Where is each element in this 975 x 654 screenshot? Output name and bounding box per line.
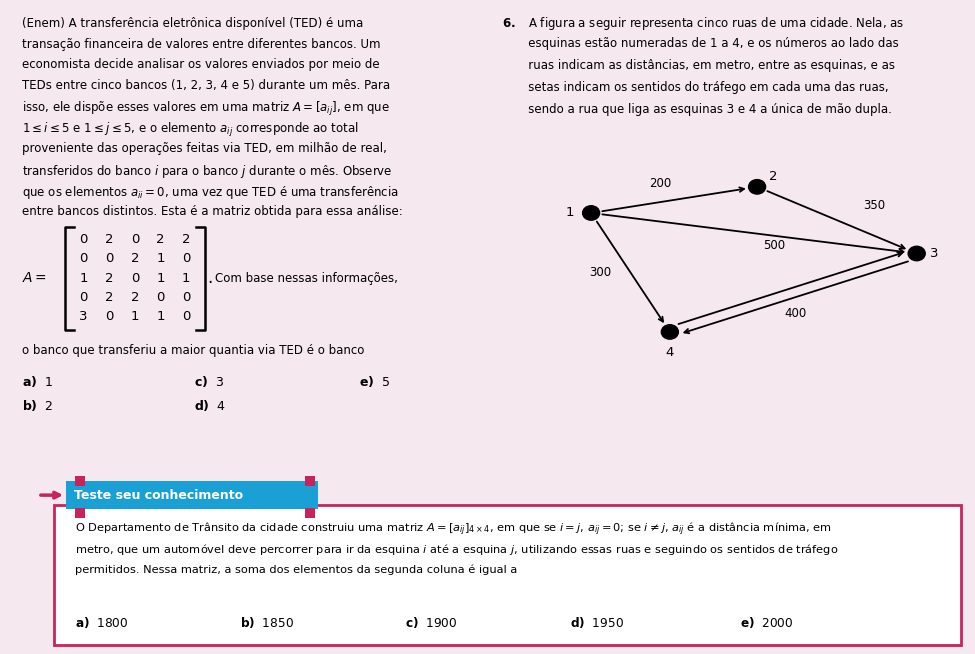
Text: 200: 200 (648, 177, 671, 190)
Text: $\mathbf{6.}$   A figura a seguir representa cinco ruas de uma cidade. Nela, as: $\mathbf{6.}$ A figura a seguir represen… (502, 14, 904, 31)
Text: 3: 3 (79, 310, 88, 323)
Text: 1: 1 (131, 310, 139, 323)
Text: 3: 3 (930, 247, 939, 260)
Text: 0: 0 (80, 291, 88, 304)
Text: .: . (208, 269, 213, 287)
Text: 0: 0 (182, 252, 190, 266)
Text: 0: 0 (105, 252, 113, 266)
Text: 350: 350 (863, 199, 885, 212)
Text: 2: 2 (769, 170, 778, 183)
Bar (75, 508, 85, 518)
Text: Teste seu conhecimento: Teste seu conhecimento (74, 489, 243, 502)
Text: 1: 1 (156, 271, 165, 284)
Text: 500: 500 (763, 239, 786, 252)
Text: 4: 4 (666, 345, 674, 358)
Text: setas indicam os sentidos do tráfego em cada uma das ruas,: setas indicam os sentidos do tráfego em … (502, 81, 888, 94)
Text: $1 \leq i \leq 5$ e $1 \leq j \leq 5$, e o elemento $a_{ij}$ corresponde ao tota: $1 \leq i \leq 5$ e $1 \leq j \leq 5$, e… (22, 121, 359, 139)
Text: (Enem) A transferência eletrônica disponível (TED) é uma: (Enem) A transferência eletrônica dispon… (22, 16, 364, 29)
Text: 0: 0 (80, 233, 88, 246)
Text: $A =$: $A =$ (22, 271, 47, 285)
Circle shape (661, 324, 679, 339)
Text: 2: 2 (131, 252, 139, 266)
Text: $\mathbf{e)}$  5: $\mathbf{e)}$ 5 (360, 373, 390, 388)
Text: 2: 2 (105, 271, 113, 284)
Text: 1: 1 (181, 271, 190, 284)
Text: entre bancos distintos. Esta é a matriz obtida para essa análise:: entre bancos distintos. Esta é a matriz … (22, 205, 403, 218)
Circle shape (583, 206, 600, 220)
Text: isso, ele dispõe esses valores em uma matriz $A = [a_{ij}]$, em que: isso, ele dispõe esses valores em uma ma… (22, 100, 390, 118)
Text: TEDs entre cinco bancos (1, 2, 3, 4 e 5) durante um mês. Para: TEDs entre cinco bancos (1, 2, 3, 4 e 5)… (22, 79, 390, 92)
Text: $\mathbf{e)}$  2000: $\mathbf{e)}$ 2000 (740, 615, 794, 630)
Text: 0: 0 (182, 291, 190, 304)
Text: 2: 2 (131, 291, 139, 304)
Text: sendo a rua que liga as esquinas 3 e 4 a única de mão dupla.: sendo a rua que liga as esquinas 3 e 4 a… (502, 103, 892, 116)
Circle shape (908, 247, 925, 261)
Text: $\mathbf{b)}$  2: $\mathbf{b)}$ 2 (22, 398, 54, 413)
Text: 2: 2 (105, 233, 113, 246)
Text: 2: 2 (156, 233, 165, 246)
Circle shape (749, 180, 765, 194)
Text: 300: 300 (589, 266, 610, 279)
Text: 0: 0 (131, 233, 139, 246)
Text: economista decide analisar os valores enviados por meio de: economista decide analisar os valores en… (22, 58, 379, 71)
Text: 1: 1 (566, 207, 574, 220)
Text: $\mathbf{a)}$  1800: $\mathbf{a)}$ 1800 (75, 615, 129, 630)
Text: que os elementos $a_{ii} = 0$, uma vez que TED é uma transferência: que os elementos $a_{ii} = 0$, uma vez q… (22, 184, 399, 201)
Text: $\mathbf{a)}$  1: $\mathbf{a)}$ 1 (22, 373, 53, 388)
Text: 2: 2 (105, 291, 113, 304)
FancyBboxPatch shape (54, 505, 961, 645)
Text: $\mathbf{d)}$  4: $\mathbf{d)}$ 4 (194, 398, 226, 413)
Text: metro, que um automóvel deve percorrer para ir da esquina $i$ até a esquina $j$,: metro, que um automóvel deve percorrer p… (75, 542, 839, 557)
Text: 2: 2 (181, 233, 190, 246)
Text: $\mathbf{b)}$  1850: $\mathbf{b)}$ 1850 (240, 615, 293, 630)
Bar (305, 476, 315, 486)
Text: $\mathbf{d)}$  1950: $\mathbf{d)}$ 1950 (570, 615, 624, 630)
Text: transação financeira de valores entre diferentes bancos. Um: transação financeira de valores entre di… (22, 37, 380, 50)
Text: esquinas estão numeradas de 1 a 4, e os números ao lado das: esquinas estão numeradas de 1 a 4, e os … (502, 37, 899, 50)
Text: Com base nessas informações,: Com base nessas informações, (214, 271, 398, 284)
Text: ruas indicam as distâncias, em metro, entre as esquinas, e as: ruas indicam as distâncias, em metro, en… (502, 59, 895, 72)
Text: 1: 1 (156, 252, 165, 266)
Bar (305, 508, 315, 518)
Text: 0: 0 (156, 291, 165, 304)
Text: $\mathbf{c)}$  3: $\mathbf{c)}$ 3 (194, 373, 224, 388)
FancyBboxPatch shape (66, 481, 318, 509)
Text: 400: 400 (785, 307, 806, 320)
Text: O Departamento de Trânsito da cidade construiu uma matriz $A = [a_{ij}]_{4 \time: O Departamento de Trânsito da cidade con… (75, 520, 832, 538)
Text: 1: 1 (156, 310, 165, 323)
Text: 0: 0 (105, 310, 113, 323)
Bar (75, 476, 85, 486)
Text: 1: 1 (79, 271, 88, 284)
Text: permitidos. Nessa matriz, a soma dos elementos da segunda coluna é igual a: permitidos. Nessa matriz, a soma dos ele… (75, 564, 518, 575)
Text: transferidos do banco $i$ para o banco $j$ durante o mês. Observe: transferidos do banco $i$ para o banco $… (22, 163, 393, 180)
Text: proveniente das operações feitas via TED, em milhão de real,: proveniente das operações feitas via TED… (22, 142, 387, 155)
Text: $\mathbf{c)}$  1900: $\mathbf{c)}$ 1900 (405, 615, 457, 630)
Text: o banco que transferiu a maior quantia via TED é o banco: o banco que transferiu a maior quantia v… (22, 343, 365, 356)
Text: 0: 0 (182, 310, 190, 323)
Text: 0: 0 (131, 271, 139, 284)
Text: 0: 0 (80, 252, 88, 266)
